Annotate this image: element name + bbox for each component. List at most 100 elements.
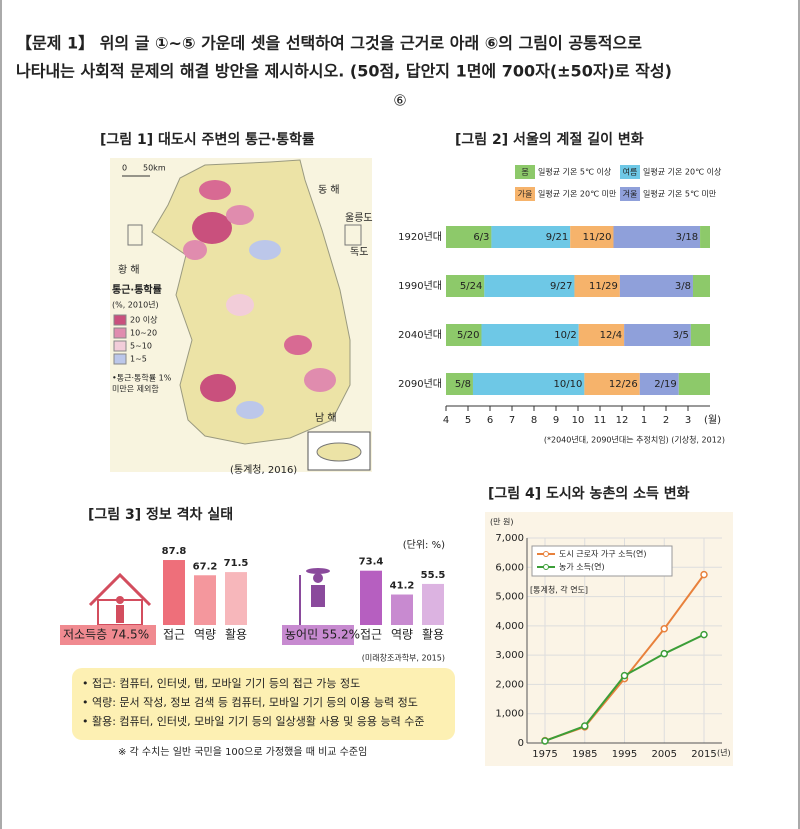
map-note: •통근·통학률 1% (112, 373, 172, 383)
category-label: 활용 (225, 628, 247, 642)
season-segment (678, 373, 710, 395)
legend-desc: 일평균 기온 20℃ 미만 (538, 189, 617, 199)
map-label: 황 해 (118, 263, 140, 276)
legend-season: 여름 (623, 167, 638, 177)
y-unit: (만 원) (490, 518, 514, 527)
source: (미래창조과학부, 2015) (362, 653, 445, 663)
source: (통계청, 2016) (230, 464, 297, 476)
note-line: • 역량: 문서 작성, 정보 검색 등 컴퓨터, 모바일 기기 등의 이용 능… (82, 695, 418, 709)
map-region (236, 401, 264, 419)
person-icon (116, 596, 124, 604)
farmer-icon (313, 573, 323, 583)
season-segment (639, 373, 679, 395)
date-label: 10/2 (554, 330, 576, 341)
legend-marker (543, 564, 549, 570)
row-label: 1990년대 (398, 280, 442, 292)
date-label: 9/21 (546, 232, 568, 243)
note-line: • 활용: 컴퓨터, 인터넷, 모바일 기기 등의 일상생활 사용 및 응용 능… (82, 714, 425, 728)
x-tick-label: 11 (594, 415, 607, 426)
value-label: 55.5 (421, 570, 446, 581)
legend-desc: 일평균 기온 5℃ 미만 (643, 189, 717, 199)
date-label: 6/3 (473, 232, 489, 243)
legend-swatch (113, 340, 127, 352)
y-tick-label: 1,000 (495, 709, 524, 720)
scale-label: 0 (122, 164, 127, 173)
y-tick-label: 2,000 (495, 679, 524, 690)
season-segment (574, 275, 620, 297)
date-label: 10/10 (554, 379, 583, 390)
season-segment (446, 373, 473, 395)
date-label: 5/24 (460, 281, 482, 292)
legend-title: 통근·통학률 (112, 283, 162, 296)
bar (194, 575, 216, 625)
jeju (316, 442, 362, 462)
date-label: 5/8 (455, 379, 471, 390)
note-line: • 접근: 컴퓨터, 인터넷, 탭, 모바일 기기 등의 접근 가능 정도 (82, 676, 360, 690)
value-label: 67.2 (193, 561, 218, 572)
legend-swatch (515, 187, 535, 201)
legend-unit: (%, 2010년) (112, 300, 159, 310)
y-tick-label: 5,000 (495, 592, 524, 603)
figure-title: [그림 1] 대도시 주변의 통근·통학률 (100, 131, 315, 148)
x-tick-label: 1 (641, 415, 647, 426)
bar (391, 594, 413, 625)
notes-box (72, 668, 455, 740)
legend-swatch (515, 165, 535, 179)
legend-season: 봄 (521, 168, 528, 177)
map-region (249, 240, 281, 260)
legend-swatch (620, 187, 640, 201)
x-tick-label: 8 (531, 415, 537, 426)
season-segment (578, 324, 625, 346)
legend-swatch (113, 314, 127, 326)
group-label-box (60, 625, 156, 645)
row-label: 2090년대 (398, 378, 442, 390)
x-tick-label: 2005 (652, 749, 677, 760)
date-label: 9/27 (550, 281, 572, 292)
map-region (183, 240, 207, 260)
bar (225, 572, 247, 625)
season-segment (491, 226, 571, 248)
data-point (620, 671, 629, 680)
season-segment (446, 324, 482, 346)
legend-label: 5~10 (130, 342, 152, 351)
season-segment (619, 275, 693, 297)
chart-title: [그림 4] 도시와 농촌의 소득 변화 (488, 485, 690, 502)
y-tick-label: 3,000 (495, 650, 524, 661)
x-tick-label: 2015 (691, 749, 716, 760)
season-segment (446, 226, 492, 248)
category-label: 활용 (422, 628, 444, 642)
season-segment (692, 275, 710, 297)
season-segment (700, 226, 710, 248)
season-segment (613, 226, 701, 248)
bar (422, 583, 444, 625)
value-label: 87.8 (162, 546, 187, 557)
date-label: 3/5 (673, 330, 689, 341)
x-tick-label: 1975 (532, 749, 557, 760)
legend-box (531, 545, 673, 577)
map-label: 동 해 (318, 183, 340, 196)
x-tick-label: 9 (553, 415, 559, 426)
season-segment (624, 324, 691, 346)
legend-label: 10~20 (130, 329, 157, 338)
map-region (304, 368, 336, 392)
date-label: 2/19 (654, 379, 676, 390)
x-tick-label: 5 (465, 415, 471, 426)
legend-label: 농가 소득(연) (559, 563, 605, 572)
season-segment (584, 373, 640, 395)
data-point (700, 630, 708, 639)
legend-label: 도시 근로자 가구 소득(연) (559, 550, 646, 559)
house-icon (88, 572, 152, 607)
y-tick-label: 6,000 (495, 562, 524, 573)
data-point (581, 722, 589, 730)
scale-label: 50km (143, 164, 166, 173)
x-tick-label: 4 (443, 415, 449, 426)
y-tick-label: 7,000 (495, 533, 524, 544)
legend-desc: 일평균 기온 20℃ 이상 (643, 167, 722, 177)
date-label: 11/20 (583, 232, 612, 243)
data-point (700, 570, 708, 579)
season-segment (484, 275, 575, 297)
map-label: 남 해 (315, 411, 337, 424)
x-tick-label: 1995 (612, 749, 637, 760)
bar (163, 560, 185, 625)
